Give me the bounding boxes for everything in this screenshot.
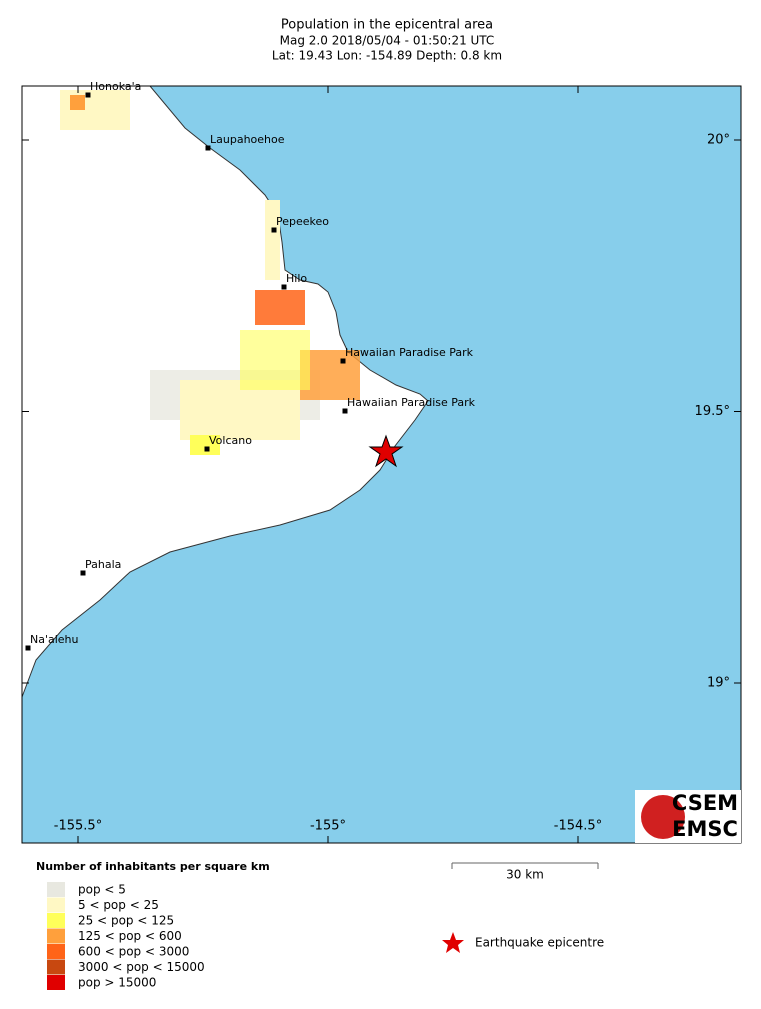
city-label: Hawaiian Paradise Park	[345, 346, 474, 359]
legend-swatch	[47, 944, 65, 959]
logo-text: EMSC	[672, 817, 738, 841]
city-marker	[281, 284, 287, 290]
legend-label: pop < 5	[78, 883, 126, 897]
y-tick-label: 20°	[707, 133, 730, 148]
logo-globe	[641, 795, 685, 839]
frame	[21, 85, 742, 844]
legend-label: pop > 15000	[78, 976, 156, 990]
city-marker	[271, 227, 277, 233]
subtitle: Mag 2.0 2018/05/04 - 01:50:21 UTC	[280, 34, 495, 48]
city-label: Volcano	[209, 434, 252, 447]
city-label: Pahala	[85, 558, 121, 571]
legend-swatch	[47, 897, 65, 913]
legend-label: 5 < pop < 25	[78, 898, 159, 912]
city-marker	[342, 408, 348, 414]
legend-swatch	[47, 975, 65, 990]
y-tick-label: 19.5°	[695, 404, 730, 419]
city-marker	[205, 145, 211, 151]
legend-label: 125 < pop < 600	[78, 929, 182, 943]
legend-swatch	[47, 959, 65, 975]
city-marker	[80, 570, 86, 576]
x-tick-label: -154.5°	[554, 819, 602, 834]
city-marker	[340, 358, 346, 364]
epicentre	[368, 434, 404, 468]
city-label: Hawaiian Paradise Park	[347, 396, 476, 409]
city-label: Hilo	[286, 272, 307, 285]
legend-label: 3000 < pop < 15000	[78, 960, 205, 974]
scale-label: 30 km	[506, 868, 544, 882]
legend-label: 25 < pop < 125	[78, 914, 174, 928]
x-tick-label: -155°	[310, 819, 346, 834]
city-marker	[85, 92, 91, 98]
legend-label: 600 < pop < 3000	[78, 945, 189, 959]
city-label: Laupahoehoe	[210, 133, 285, 146]
legend-swatch	[47, 882, 65, 897]
legend-swatch	[47, 928, 65, 944]
x-tick-label: -155.5°	[54, 819, 102, 834]
subtitle: Lat: 19.43 Lon: -154.89 Depth: 0.8 km	[272, 49, 502, 63]
y-tick-label: 19°	[707, 676, 730, 691]
city-marker	[25, 645, 31, 651]
legend-title: Number of inhabitants per square km	[36, 860, 270, 873]
legend-swatch	[47, 913, 65, 928]
title: Population in the epicentral area	[281, 18, 493, 33]
city-label: Na'alehu	[30, 633, 79, 646]
logo-text: CSEM	[672, 791, 738, 815]
population-cells	[60, 90, 360, 455]
city-marker	[204, 446, 210, 452]
city-label: Honoka'a	[90, 80, 141, 93]
city-label: Pepeekeo	[276, 215, 329, 228]
epicentre-key	[442, 932, 464, 953]
epicentre-label: Earthquake epicentre	[475, 936, 604, 950]
